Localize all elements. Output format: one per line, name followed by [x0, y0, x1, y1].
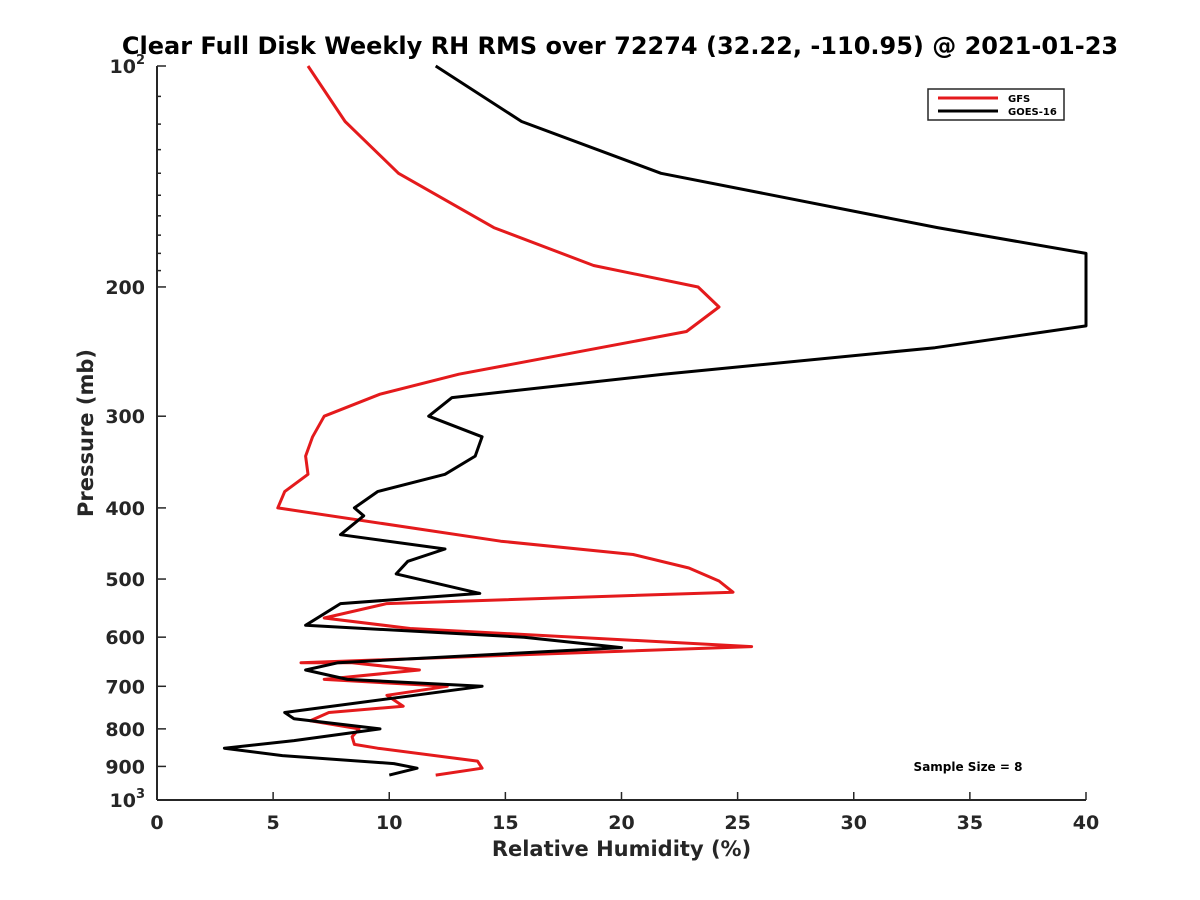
y-tick-label: 900 [105, 756, 145, 778]
legend-label: GFS [1008, 94, 1030, 105]
y-tick-exponent: 3 [136, 787, 145, 802]
x-tick-label: 35 [957, 812, 983, 834]
legend-box [927, 88, 1065, 121]
x-tick-label: 10 [376, 812, 402, 834]
x-tick-label: 25 [724, 812, 750, 834]
series-line-goes-16 [222, 64, 1088, 777]
x-tick-label: 30 [841, 812, 867, 834]
y-axis-label: Pressure (mb) [74, 349, 98, 517]
y-tick-base: 900 [105, 756, 145, 778]
x-tick-label: 15 [492, 812, 518, 834]
x-tick-label: 20 [608, 812, 634, 834]
y-tick-label: 800 [105, 719, 145, 741]
y-tick-label: 102 [110, 53, 146, 78]
y-tick-label: 300 [105, 406, 145, 428]
y-tick-label: 200 [105, 277, 145, 299]
y-tick-base: 300 [105, 406, 145, 428]
x-tick-label: 40 [1073, 812, 1099, 834]
y-tick-label: 600 [105, 627, 145, 649]
y-tick-base: 200 [105, 277, 145, 299]
legend-label: GOES-16 [1008, 107, 1057, 118]
x-axis-label: Relative Humidity (%) [492, 837, 751, 861]
y-tick-base: 10 [110, 790, 136, 812]
legend: GFS GOES-16 [927, 88, 1065, 121]
axes: 0 5 10 15 20 25 30 35 40102200300400500600700800… [105, 53, 1099, 834]
y-tick-base: 800 [105, 719, 145, 741]
y-tick-base: 500 [105, 569, 145, 591]
y-tick-label: 500 [105, 569, 145, 591]
y-tick-label: 700 [105, 676, 145, 698]
y-tick-base: 700 [105, 676, 145, 698]
series-layer [222, 64, 1088, 777]
series-line-gfs [276, 65, 754, 777]
sample-size-annotation: Sample Size = 8 [914, 760, 1023, 774]
y-tick-base: 600 [105, 627, 145, 649]
y-tick-label: 400 [105, 498, 145, 520]
y-tick-base: 400 [105, 498, 145, 520]
y-tick-exponent: 2 [136, 53, 145, 68]
y-tick-base: 10 [110, 56, 136, 78]
x-tick-label: 0 [150, 812, 163, 834]
chart-title: Clear Full Disk Weekly RH RMS over 72274… [122, 32, 1118, 60]
y-tick-label: 103 [110, 787, 146, 812]
x-tick-label: 5 [267, 812, 280, 834]
